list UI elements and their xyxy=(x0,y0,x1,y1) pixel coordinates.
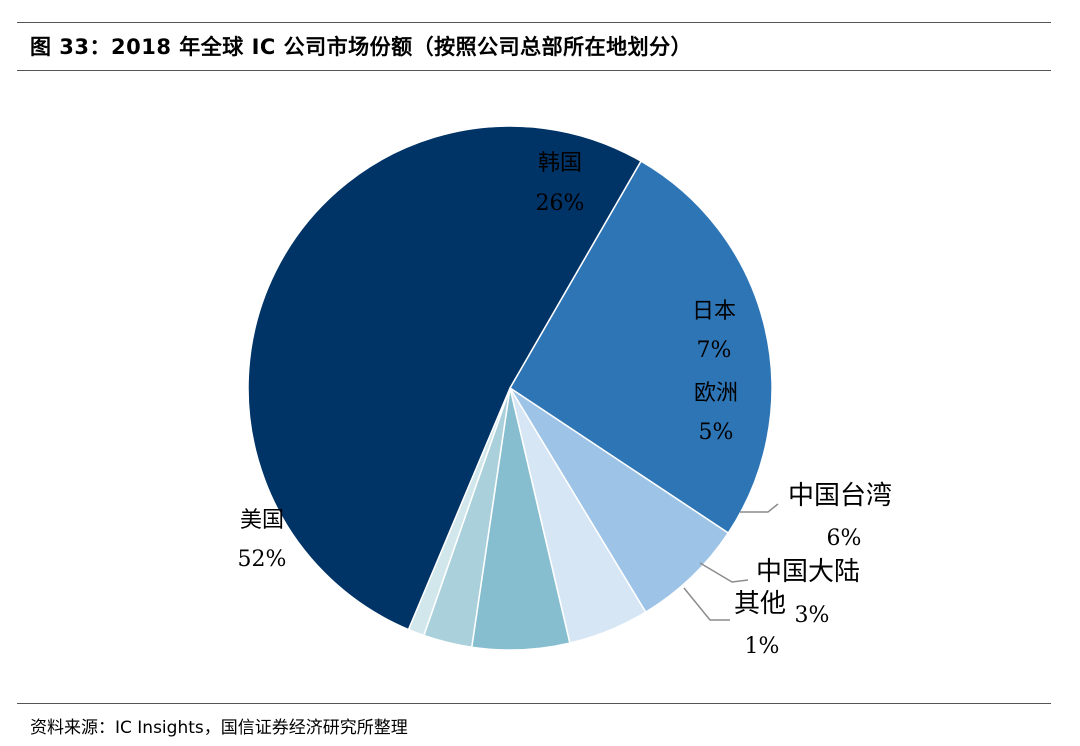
slice-name-europe: 欧洲 xyxy=(694,381,738,406)
slice-value-japan: 7% xyxy=(697,338,732,363)
pie-slice-usa xyxy=(247,125,643,631)
slice-name-japan: 日本 xyxy=(692,299,736,324)
slice-value-mainland: 3% xyxy=(795,603,830,628)
slice-value-europe: 5% xyxy=(699,420,734,445)
slice-name-other: 其他 xyxy=(734,589,786,619)
slice-value-korea: 26% xyxy=(536,191,585,216)
slice-name-taiwan: 中国台湾 xyxy=(788,481,892,511)
slice-name-mainland: 中国大陆 xyxy=(756,557,860,587)
figure-title: 图 33：2018 年全球 IC 公司市场份额（按照公司总部所在地划分） xyxy=(30,35,693,59)
title-rule xyxy=(17,70,1051,71)
footer-rule xyxy=(17,703,1051,704)
source-note: 资料来源：IC Insights，国信证券经济研究所整理 xyxy=(30,718,408,738)
slice-name-usa: 美国 xyxy=(240,508,284,533)
top-rule xyxy=(17,22,1051,23)
slice-value-usa: 52% xyxy=(238,547,287,572)
slice-value-taiwan: 6% xyxy=(827,526,862,551)
leader-line-other xyxy=(683,587,730,621)
pie-slice-korea xyxy=(508,160,773,535)
leader-line-mainland xyxy=(699,562,749,583)
leader-line-taiwan xyxy=(740,503,779,513)
slice-name-korea: 韩国 xyxy=(538,151,582,176)
pie-slice-japan xyxy=(509,387,730,614)
slice-value-other: 1% xyxy=(745,634,780,659)
